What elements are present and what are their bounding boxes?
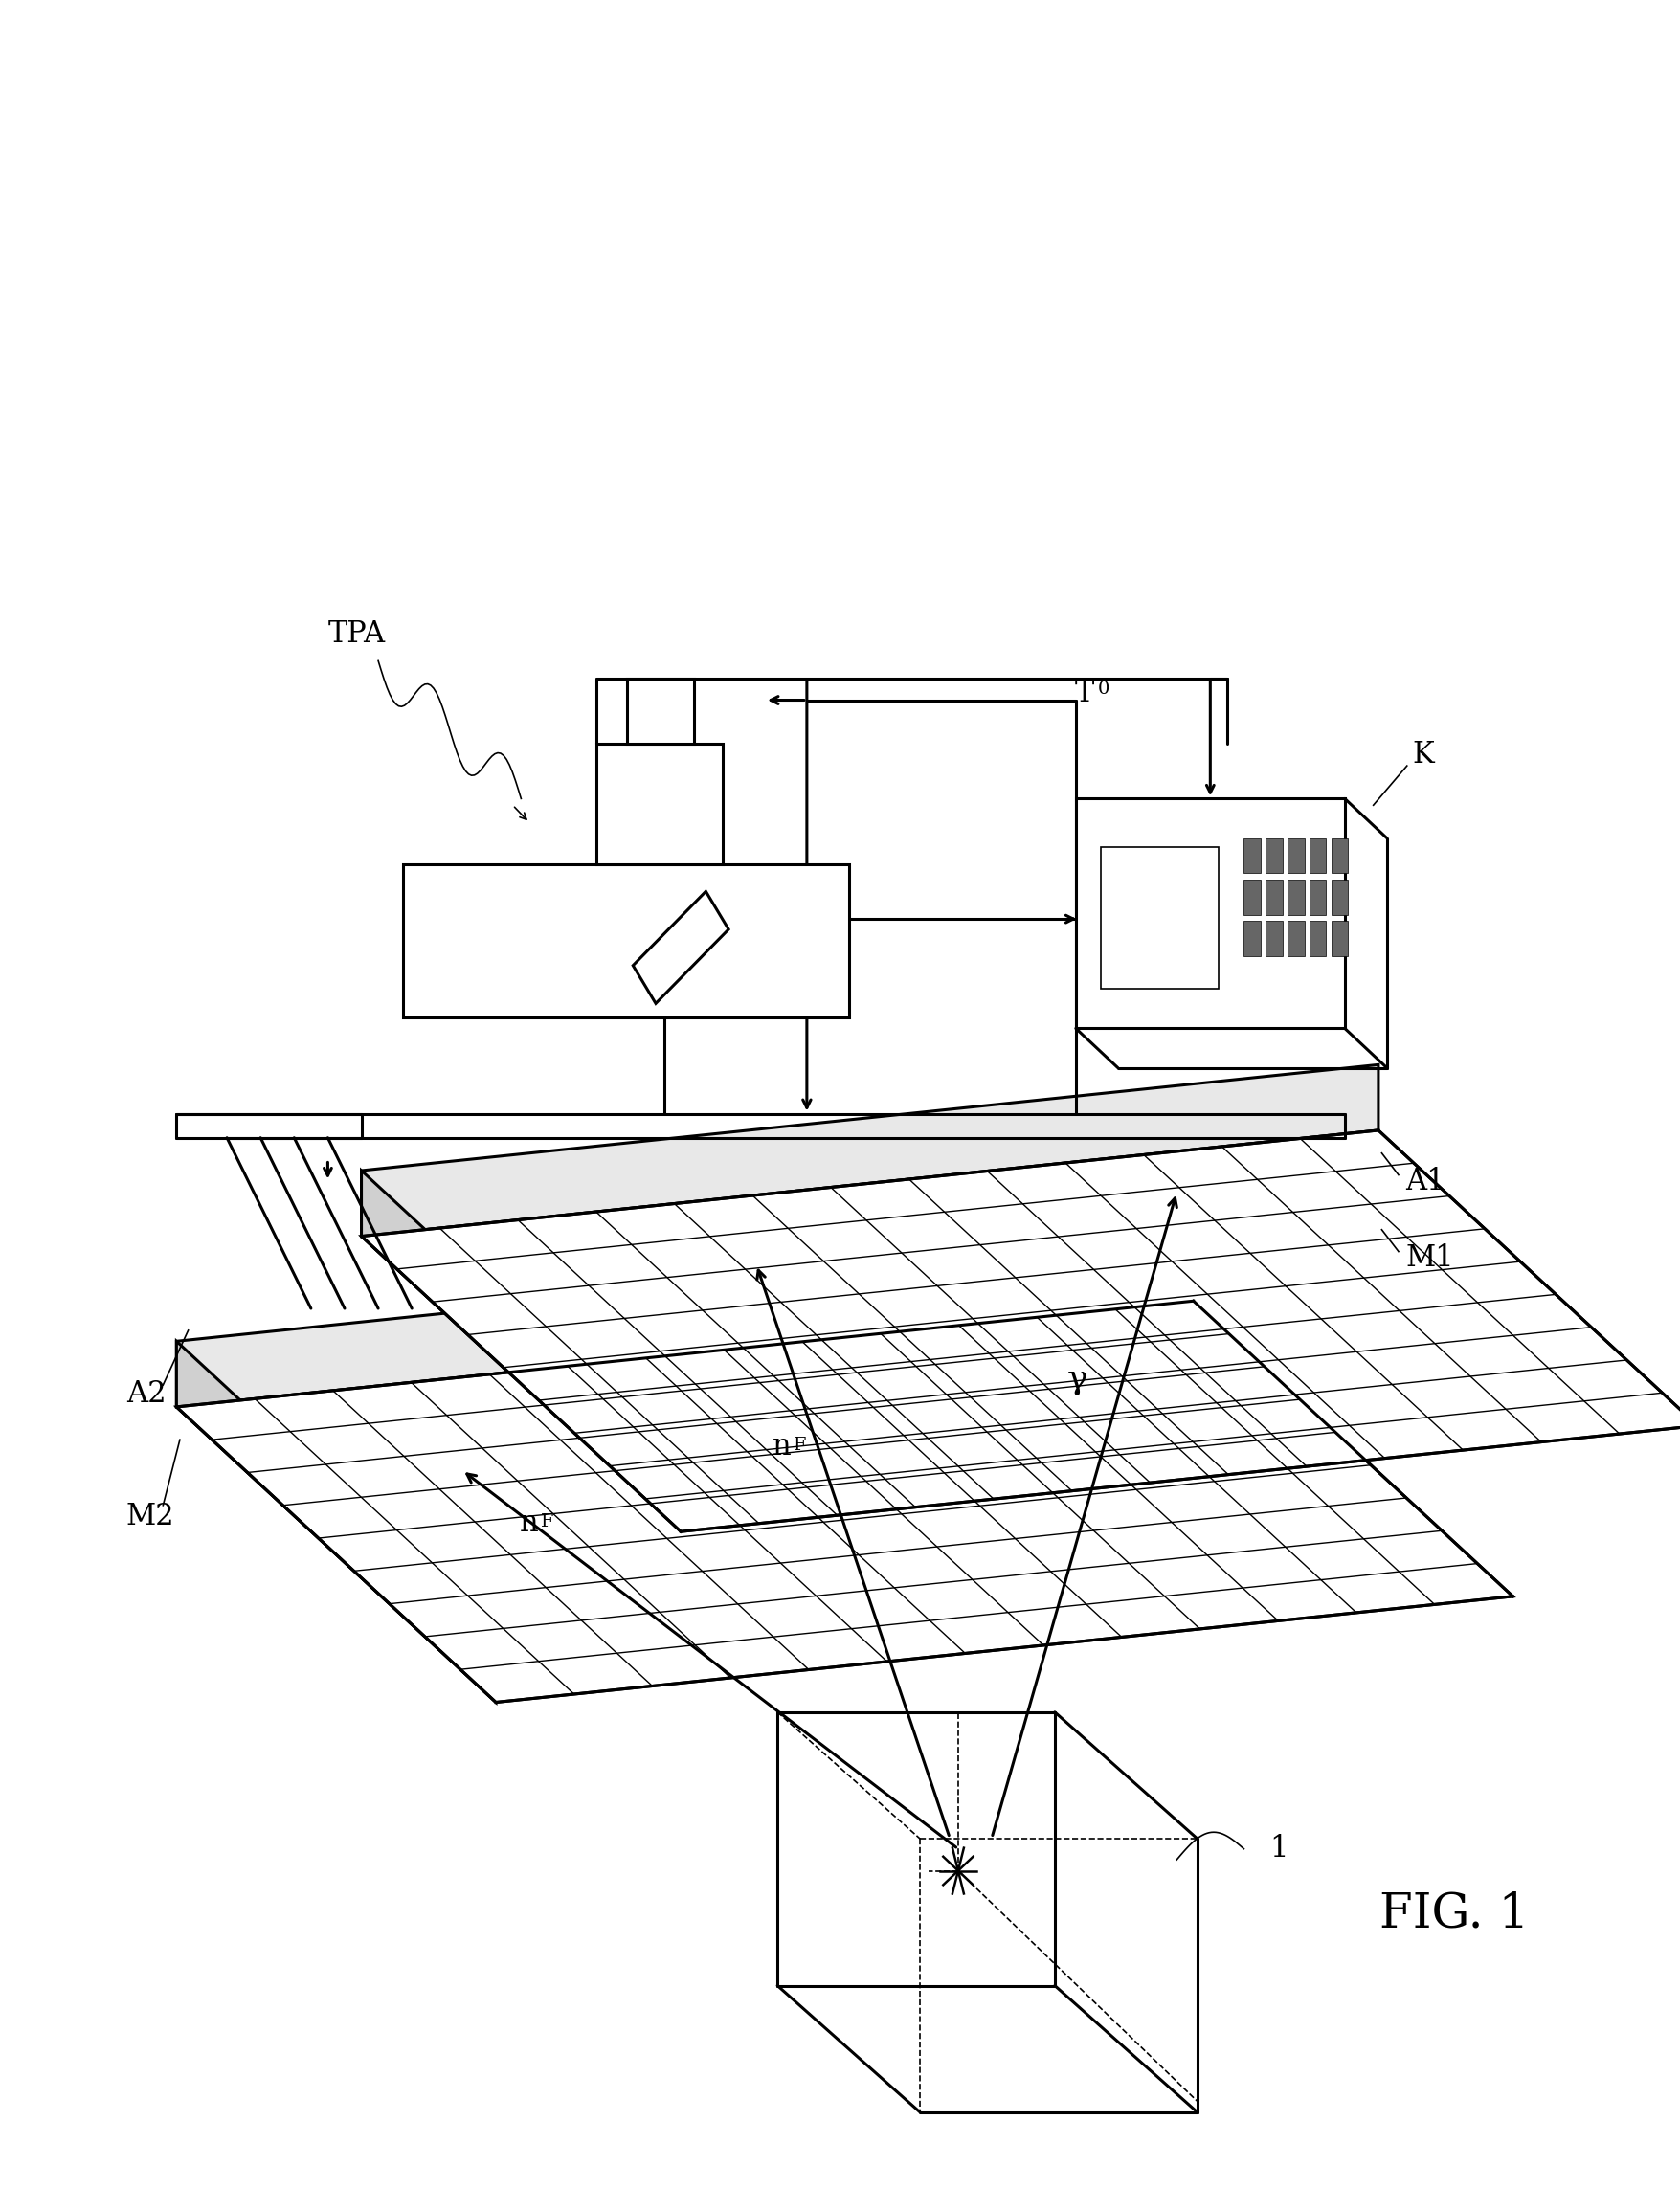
Polygon shape: [1075, 799, 1344, 1028]
Polygon shape: [1287, 838, 1304, 873]
Polygon shape: [1287, 880, 1304, 915]
Text: n: n: [519, 1508, 539, 1538]
Polygon shape: [1309, 921, 1326, 956]
Polygon shape: [1265, 921, 1282, 956]
Text: A1: A1: [1404, 1166, 1445, 1197]
Text: 0: 0: [674, 680, 685, 698]
Text: M1: M1: [1404, 1243, 1453, 1273]
Text: TPA: TPA: [328, 619, 385, 650]
Polygon shape: [633, 891, 727, 1004]
Text: n: n: [635, 991, 654, 1022]
Polygon shape: [361, 1066, 1378, 1236]
Polygon shape: [1331, 838, 1347, 873]
Polygon shape: [176, 1341, 496, 1702]
Polygon shape: [176, 1302, 1512, 1702]
Polygon shape: [1100, 847, 1218, 989]
Text: A2: A2: [126, 1378, 166, 1409]
Text: 0: 0: [1097, 680, 1109, 698]
Text: T: T: [1074, 678, 1094, 709]
Text: M2: M2: [126, 1501, 175, 1532]
Polygon shape: [403, 864, 848, 1017]
Polygon shape: [176, 1236, 1193, 1407]
Text: K: K: [1411, 740, 1433, 770]
Polygon shape: [1331, 921, 1347, 956]
Polygon shape: [627, 678, 694, 744]
Polygon shape: [361, 1171, 680, 1532]
Polygon shape: [1287, 921, 1304, 956]
Polygon shape: [1265, 880, 1282, 915]
Text: T: T: [650, 678, 670, 709]
Text: x: x: [489, 928, 502, 954]
Polygon shape: [1243, 838, 1260, 873]
Polygon shape: [1243, 880, 1260, 915]
Text: F: F: [793, 1438, 806, 1455]
Polygon shape: [1265, 838, 1282, 873]
Polygon shape: [1309, 838, 1326, 873]
Polygon shape: [361, 1131, 1680, 1532]
Text: 1: 1: [1268, 1834, 1287, 1864]
Polygon shape: [1243, 921, 1260, 956]
Text: γ: γ: [1067, 1363, 1087, 1396]
Polygon shape: [1331, 880, 1347, 915]
Polygon shape: [1309, 880, 1326, 915]
Text: α: α: [667, 860, 687, 891]
Text: FIG. 1: FIG. 1: [1378, 1890, 1529, 1939]
Text: n: n: [771, 1431, 791, 1462]
Text: F: F: [541, 1514, 554, 1532]
Polygon shape: [596, 744, 722, 864]
